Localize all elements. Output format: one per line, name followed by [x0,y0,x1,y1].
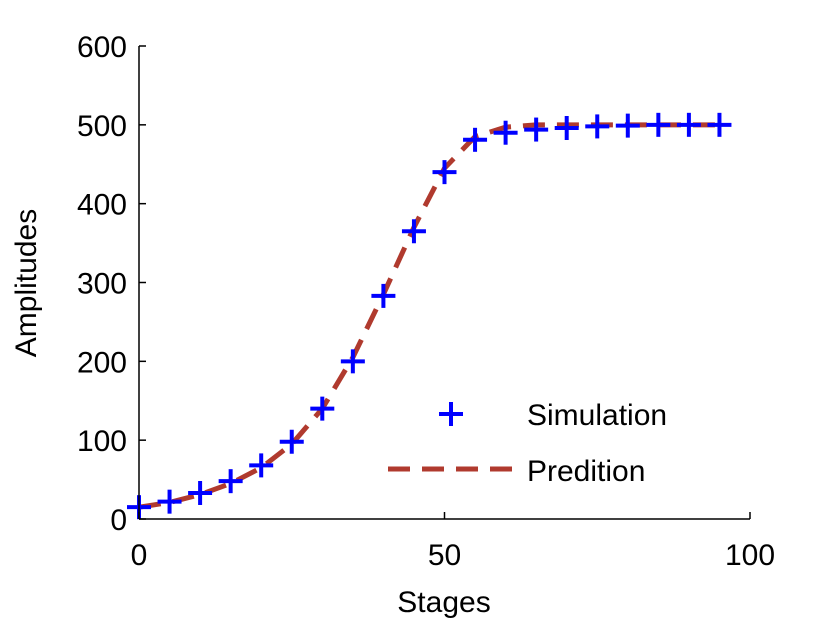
simulation-point [463,127,488,152]
simulation-point [676,112,701,137]
y-tick-label: 0 [110,504,127,537]
simulation-point [218,469,243,494]
y-tick-label: 200 [77,346,127,379]
simulation-point [310,396,335,421]
y-tick-label: 600 [77,31,127,64]
legend-marker-simulation [439,402,463,426]
simulation-point [615,113,640,138]
simulation-point [493,120,518,145]
simulation-point [279,429,304,454]
y-tick-label: 400 [77,189,127,222]
y-axis-title: Amplitudes [10,209,43,357]
simulation-point [585,114,610,139]
simulation-point [554,115,579,140]
simulation-point [157,489,182,514]
legend: Simulation Predition [388,399,667,488]
y-tick-label: 500 [77,110,127,143]
series-line-predition [138,122,720,510]
simulation-point [340,349,365,374]
simulation-point [432,160,457,185]
x-tick-label: 100 [725,539,775,572]
simulation-point [524,117,549,142]
simulation-point [188,480,213,505]
x-axis-title: Stages [397,586,490,619]
simulation-point [249,453,274,478]
x-tick-label: 0 [131,539,148,572]
legend-label-simulation: Simulation [527,399,667,432]
x-tick-label: 50 [428,539,461,572]
legend-label-predition: Predition [527,455,645,488]
y-tick-label: 300 [77,268,127,301]
simulation-point [401,219,426,244]
y-tick-label: 100 [77,425,127,458]
simulation-point [707,112,732,137]
simulation-point [371,283,396,308]
simulation-point [646,112,671,137]
